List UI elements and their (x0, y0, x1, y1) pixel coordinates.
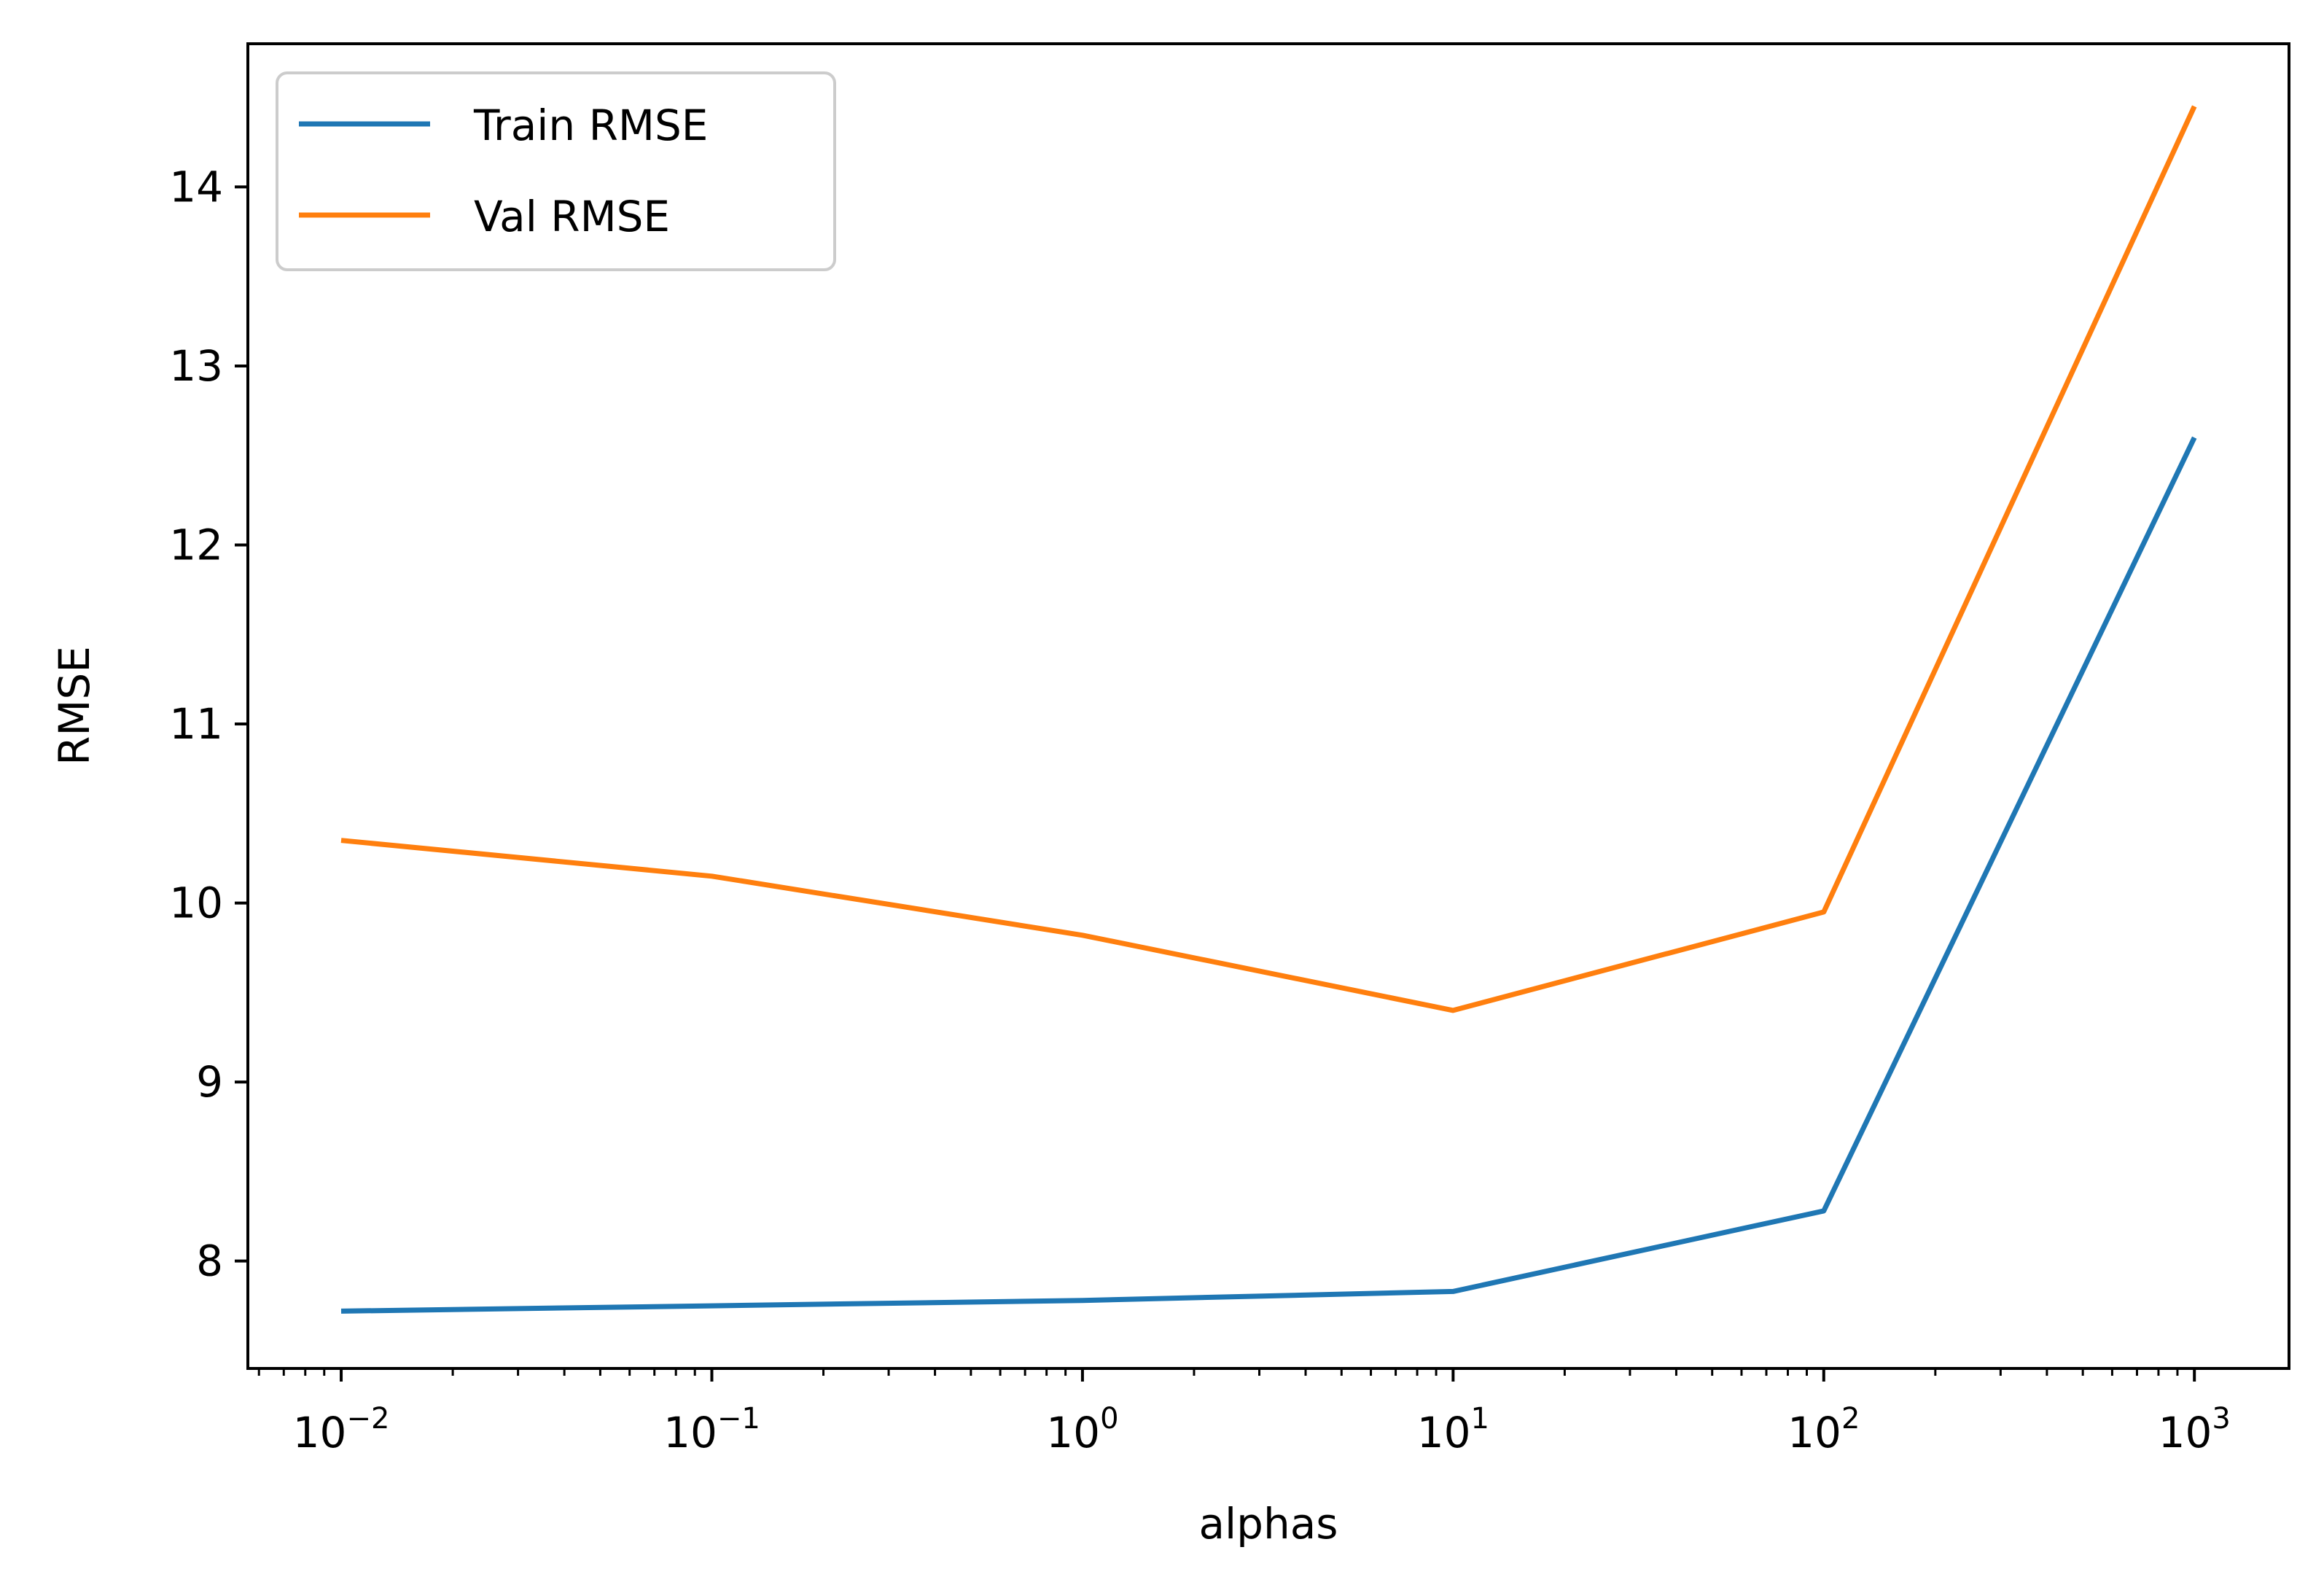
series-line-train-rmse (340, 436, 2197, 1314)
legend-label-train-rmse: Train RMSE (473, 101, 708, 150)
x-tick-label-1: 10−1 (663, 1402, 760, 1457)
y-tick-label-8: 8 (196, 1236, 223, 1286)
y-tick-label-9: 9 (196, 1057, 223, 1107)
y-tick-label-13: 13 (169, 341, 223, 391)
x-tick-label-2: 100 (1046, 1402, 1118, 1457)
x-axis: 10−2 10−1 100 101 102 103 (257, 1368, 2231, 1457)
plot-lines (340, 105, 2197, 1314)
y-tick-label-14: 14 (169, 162, 223, 211)
series-line-val-rmse (340, 105, 2197, 1013)
x-tick-label-4: 102 (1787, 1402, 1860, 1457)
y-axis-title: RMSE (50, 646, 99, 766)
x-tick-label-5: 103 (2159, 1402, 2231, 1457)
y-tick-label-11: 11 (169, 699, 223, 749)
plot-frame (246, 42, 2290, 1370)
x-axis-title: alphas (1199, 1499, 1338, 1549)
x-tick-label-0: 10−2 (293, 1402, 390, 1457)
legend-label-val-rmse: Val RMSE (474, 192, 670, 241)
y-tick-label-10: 10 (169, 879, 223, 928)
legend: Train RMSE Val RMSE (276, 71, 836, 271)
y-axis: 8 9 10 11 12 13 14 (169, 162, 248, 1286)
y-tick-label-12: 12 (169, 521, 223, 570)
x-tick-label-3: 101 (1417, 1402, 1489, 1457)
